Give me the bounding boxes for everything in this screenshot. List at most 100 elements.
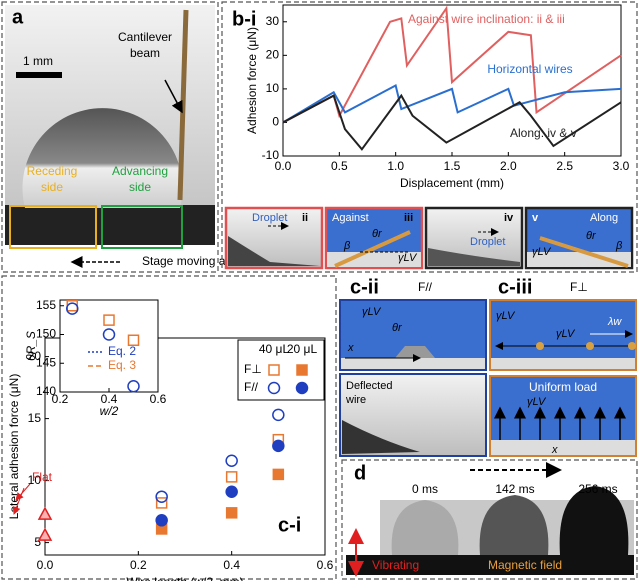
marker [272, 468, 285, 481]
marker [272, 408, 285, 422]
legend-header: 40 μL [259, 342, 290, 356]
label: v [532, 212, 539, 224]
legend-entry: Eq. 3 [108, 358, 136, 372]
x-tick-label: 0.0 [37, 558, 54, 572]
label: ii [302, 212, 308, 224]
legend-marker [267, 381, 281, 395]
label: 256 ms [578, 482, 617, 496]
marker [225, 471, 238, 483]
y-tick-label: 10 [28, 473, 42, 487]
marker [225, 454, 238, 468]
y-tick-label: 15 [28, 411, 42, 425]
panel-label: c-i [278, 514, 301, 536]
x-tick-label: 2.5 [556, 159, 573, 173]
panel-d: d 0 ms 142 ms 256 ms Vibrating Magnetic … [341, 459, 638, 580]
series-line [282, 93, 622, 151]
label: Uniform load [529, 380, 597, 394]
x-tick-label: 0.4 [101, 392, 118, 406]
x-tick-label: 0.4 [223, 558, 240, 572]
marker [37, 527, 53, 541]
label: γLV [527, 396, 547, 408]
photo-iii: Against iii θr β γLV [324, 206, 424, 270]
label: iv [504, 212, 514, 224]
x-tick-label: 0.2 [52, 392, 69, 406]
label: wire [345, 394, 366, 406]
droplet [22, 108, 183, 208]
series-label: Horizontal wires [487, 62, 572, 76]
arrow [12, 487, 25, 515]
photo-ii: Droplet ii [224, 206, 324, 270]
label: iii [404, 212, 413, 224]
marker [127, 380, 140, 393]
marker [155, 514, 168, 527]
marker [225, 507, 238, 519]
y-tick-label: 10 [266, 81, 280, 95]
label: F⊥ [570, 280, 588, 294]
label: 142 ms [495, 482, 534, 496]
panel-label: c-ii [350, 276, 379, 298]
x-tick-label: 1.0 [387, 159, 404, 173]
label: Magnetic field [488, 558, 562, 572]
arrow [164, 79, 183, 114]
x-axis-label: w/2 [100, 404, 119, 418]
annotation: beam [130, 46, 160, 60]
x-tick-label: 1.5 [444, 159, 461, 173]
marker [225, 485, 238, 499]
x-tick-label: 3.0 [613, 159, 630, 173]
panel-c-iii: c-iii F⊥ γLV γLV λw Uniform load γLV x [489, 276, 637, 457]
label: λw [607, 316, 622, 328]
marker [155, 497, 168, 509]
cantilever [177, 9, 189, 201]
label: Against [332, 212, 369, 224]
receding-box [9, 205, 97, 249]
annotation: Receding [27, 164, 78, 178]
marker [127, 334, 140, 346]
label: Vibrating [372, 558, 419, 572]
x-axis-label: Displacement (mm) [400, 176, 504, 190]
label: γLV [398, 252, 418, 264]
marker [37, 506, 53, 520]
label: Deflected [346, 380, 392, 392]
y-tick-label: 20 [28, 349, 42, 363]
panel-b: Droplet ii Against iii θr β γLV iv Dropl… [221, 1, 638, 273]
y-tick-label: 30 [266, 14, 280, 28]
scale-label: 1 mm [23, 54, 53, 68]
label: γLV [556, 328, 576, 340]
y-tick-label: 140 [36, 384, 56, 398]
annotation: Flat [32, 470, 53, 484]
wires [5, 205, 215, 245]
label: γLV [496, 310, 516, 322]
y-tick-label: 145 [36, 355, 56, 369]
label: x [551, 444, 558, 456]
x-tick-label: 0.6 [150, 392, 167, 406]
x-tick-label: 0.5 [331, 159, 348, 173]
legend-marker [296, 364, 308, 376]
y-tick-label: 20 [266, 48, 280, 62]
label: 0 ms [412, 482, 438, 496]
panel-label: b-i [232, 8, 256, 30]
y-axis-label: Adhesion force (μN) [245, 27, 259, 134]
label: γLV [362, 306, 382, 318]
label: x [347, 342, 354, 354]
series-label: Against wire inclination: ii & iii [408, 12, 565, 26]
legend-header: 20 μL [287, 342, 318, 356]
annotation: side [41, 180, 63, 194]
label: Droplet [252, 212, 287, 224]
legend-entry: Eq. 2 [108, 344, 136, 358]
label: β [615, 240, 623, 252]
legend-entry: F⊥ [244, 362, 262, 376]
panel-label: c-iii [498, 276, 532, 298]
label: θr [372, 228, 383, 240]
label: Along [590, 212, 618, 224]
y-tick-label: 150 [36, 327, 56, 341]
x-tick-label: 0.2 [130, 558, 147, 572]
annotation: side [129, 180, 151, 194]
panel-label: a [12, 6, 24, 28]
label: θr [586, 230, 597, 242]
label: F// [418, 280, 433, 294]
panel-border [1, 275, 337, 580]
photo-iv: iv Droplet [424, 206, 524, 270]
panel-c-ii: c-ii F// γLV θr x Deflected wire [339, 276, 487, 457]
x-tick-label: 0.6 [317, 558, 334, 572]
